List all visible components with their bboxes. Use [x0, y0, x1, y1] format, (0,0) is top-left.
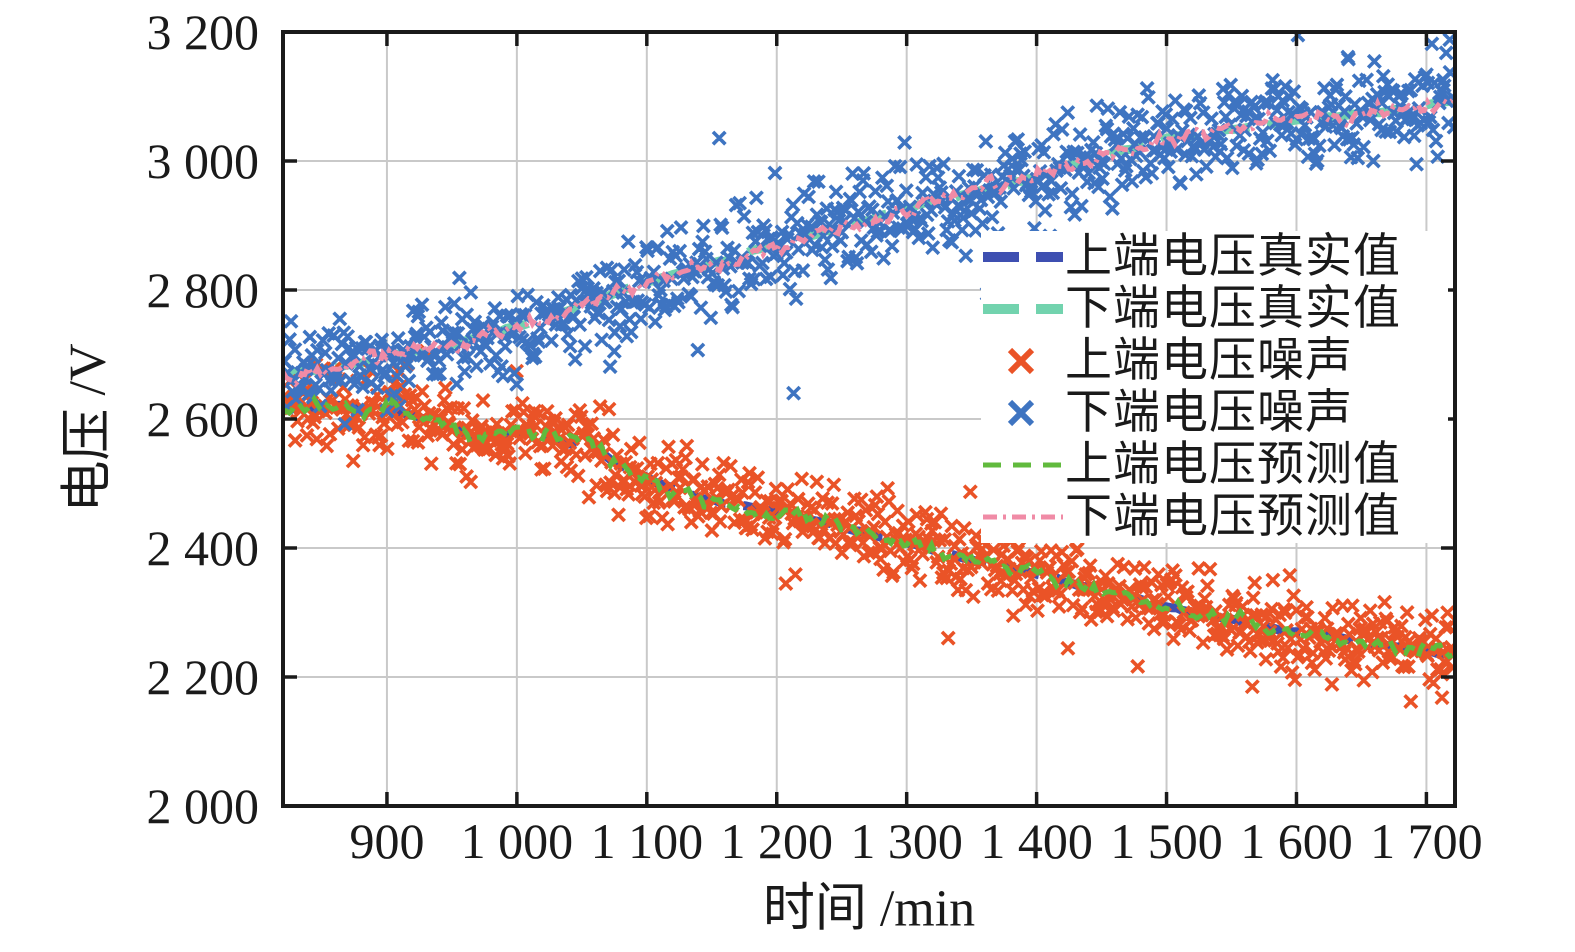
upper-noise-marker-swatch	[1007, 347, 1035, 375]
svg-text:3 000: 3 000	[147, 133, 260, 189]
svg-text:3 200: 3 200	[147, 4, 260, 60]
upper-predicted-line-swatch	[983, 462, 1063, 468]
lower-true-line-swatch	[983, 304, 1063, 314]
legend-label: 上端电压预测值	[1065, 438, 1401, 491]
svg-text:1 400: 1 400	[980, 813, 1093, 869]
svg-text:2 200: 2 200	[147, 649, 260, 705]
svg-text:1 200: 1 200	[720, 813, 833, 869]
x-tick-labels: 900 1 000 1 100 1 200 1 300 1 400 1 500 1 600 1 …	[349, 813, 1482, 869]
legend-label: 下端电压预测值	[1065, 490, 1401, 543]
svg-text:1 100: 1 100	[591, 813, 704, 869]
upper-true-line-swatch	[983, 252, 1063, 262]
legend-item-lower-true: 下端电压真实值	[981, 283, 1448, 335]
data-layer	[283, 32, 1455, 709]
x-axis-label: 时间 /min	[762, 880, 976, 938]
svg-text:2 600: 2 600	[147, 391, 260, 447]
lower-noise-marker-swatch	[1007, 399, 1035, 427]
legend-label: 上端电压噪声	[1065, 334, 1353, 387]
svg-text:2 000: 2 000	[147, 778, 260, 834]
svg-text:2 400: 2 400	[147, 520, 260, 576]
y-tick-labels: 2 000 2 200 2 400 2 600 2 800 3 000 3 200	[147, 4, 260, 834]
svg-text:1 000: 1 000	[461, 813, 574, 869]
legend-label: 下端电压噪声	[1065, 386, 1353, 439]
svg-text:900: 900	[349, 813, 424, 869]
tick-marks	[283, 30, 1455, 808]
svg-text:1 700: 1 700	[1370, 813, 1483, 869]
legend-item-upper-true: 上端电压真实值	[981, 231, 1448, 283]
legend-item-upper-predicted: 上端电压预测值	[981, 439, 1448, 491]
svg-text:1 600: 1 600	[1240, 813, 1353, 869]
legend-item-upper-noise: 上端电压噪声	[981, 335, 1448, 387]
legend-item-lower-noise: 下端电压噪声	[981, 387, 1448, 439]
legend-label: 上端电压真实值	[1065, 230, 1401, 283]
legend: 上端电压真实值 下端电压真实值 上端电压噪声 下端电压噪声 上端电压预测值 下端…	[981, 231, 1448, 543]
svg-text:2 800: 2 800	[147, 262, 260, 318]
svg-text:1 300: 1 300	[850, 813, 963, 869]
upper-predicted-line	[283, 394, 1454, 664]
legend-item-lower-predicted: 下端电压预测值	[981, 491, 1448, 543]
lower-predicted-line-swatch	[983, 514, 1063, 520]
y-axis-label: 电压 /V	[59, 343, 117, 513]
lower-predicted-line	[283, 96, 1454, 388]
svg-text:1 500: 1 500	[1110, 813, 1223, 869]
legend-label: 下端电压真实值	[1065, 282, 1401, 335]
